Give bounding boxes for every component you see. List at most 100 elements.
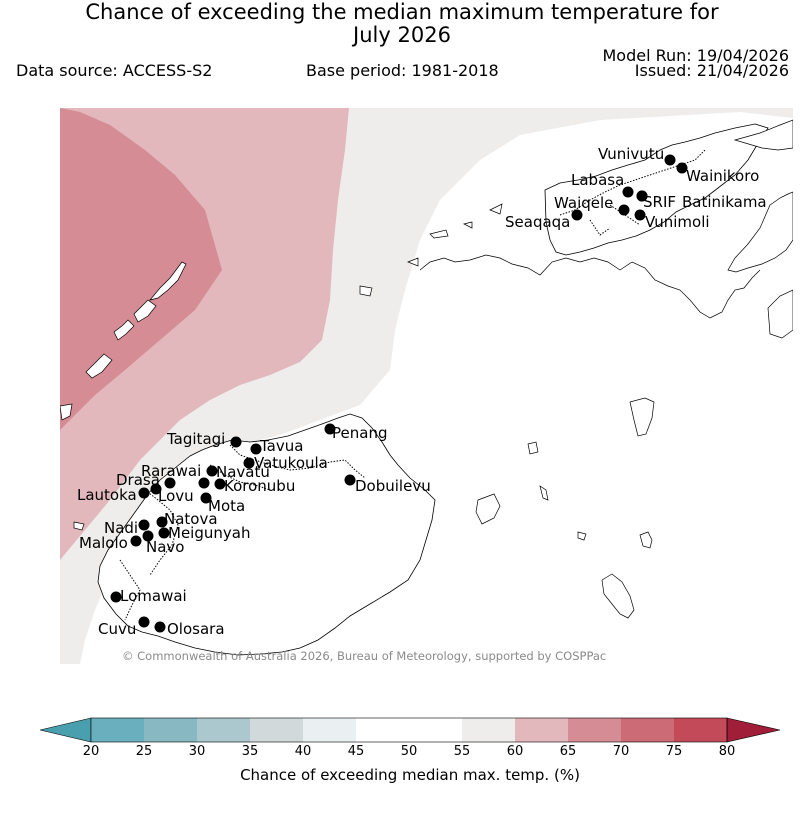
copyright-notice: © Commonwealth of Australia 2026, Bureau… — [122, 649, 607, 663]
colorbar-swatch-70_75 — [621, 718, 674, 742]
colorbar-tick-45: 45 — [347, 744, 365, 759]
station-marker-batinikama — [636, 190, 648, 202]
map-frame — [60, 108, 793, 664]
small-island-c — [577, 531, 587, 541]
probability-band-65-70 — [60, 108, 222, 430]
colorbar-swatch-55_60 — [462, 718, 515, 742]
colorbar-tick-55: 55 — [453, 744, 471, 759]
station-label-drasa: Drasa — [116, 471, 160, 489]
station-label-lovu: Lovu — [158, 487, 194, 505]
northern-islets — [407, 203, 503, 267]
data-source: Data source: ACCESS-S2 — [16, 61, 213, 80]
station-marker-nadi — [138, 519, 150, 531]
station-label-batinikama: Batinikama — [682, 193, 767, 211]
station-marker-lautoka — [138, 487, 150, 499]
station-label-srif: SRIF — [643, 193, 676, 211]
station-label-navo: Navo — [146, 538, 184, 556]
station-marker-penang — [324, 423, 336, 435]
station-marker-natova — [156, 516, 168, 528]
station-label-tagitagi: Tagitagi — [166, 430, 225, 448]
station-marker-tagitagi — [230, 436, 242, 448]
mamanuca-islands — [73, 521, 85, 531]
station-label-rarawai: Rarawai — [141, 462, 201, 480]
colorbar-tick-50: 50 — [400, 744, 418, 759]
yasawa-chain-4 — [85, 353, 113, 379]
map-title-line1: Chance of exceeding the median maximum t… — [85, 0, 719, 24]
station-label-seaqaqa: Seaqaqa — [505, 213, 570, 231]
colorbar-tick-75: 75 — [665, 744, 683, 759]
station-label-lautoka: Lautoka — [77, 486, 137, 504]
station-marker-rarawai — [206, 465, 218, 477]
colorbar-swatch-60_65 — [515, 718, 568, 742]
colorbar-swatch-35_40 — [250, 718, 303, 742]
colorbar-over-arrow — [726, 717, 781, 743]
station-marker-koronubu — [214, 478, 226, 490]
station-label-navatu: Navatu — [216, 463, 270, 481]
station-marker-waiqele — [618, 204, 630, 216]
colorbar-swatch-30_35 — [197, 718, 250, 742]
vanua-levu-southwest — [419, 254, 761, 319]
vanua-levu-coastline — [544, 123, 769, 256]
station-marker-seaqaqa — [571, 209, 583, 221]
small-island-b — [539, 485, 549, 501]
station-label-olosara: Olosara — [167, 620, 225, 638]
station-marker-wainikoro — [676, 162, 688, 174]
yasawa-chain — [149, 261, 187, 301]
station-label-dobuilevu: Dobuilevu — [355, 477, 431, 495]
station-label-vunivutu: Vunivutu — [598, 145, 664, 163]
yasawa-chain-5 — [60, 403, 73, 421]
colorbar-swatch-65_70 — [568, 718, 621, 742]
colorbar-tick-40: 40 — [294, 744, 312, 759]
colorbar-tick-35: 35 — [241, 744, 259, 759]
colorbar-swatch-75_80 — [674, 718, 727, 742]
colorbar-tick-70: 70 — [612, 744, 630, 759]
station-marker-vunimoli — [634, 209, 646, 221]
province-boundary-viti-levu — [119, 444, 366, 621]
colorbar-swatch-25_30 — [144, 718, 197, 742]
colorbar-tick-60: 60 — [506, 744, 524, 759]
kadavu-island — [601, 573, 635, 619]
colorbar-swatch-50_55 — [409, 718, 462, 742]
colorbar-tick-80: 80 — [718, 744, 736, 759]
station-marker-navatu — [198, 477, 210, 489]
map-title-line2: July 2026 — [353, 23, 451, 47]
station-label-vunimoli: Vunimoli — [645, 213, 710, 231]
station-label-meigunyah: Meigunyah — [168, 524, 250, 542]
station-marker-lovu — [150, 483, 162, 495]
station-marker-navo — [142, 530, 154, 542]
station-label-labasa: Labasa — [571, 171, 624, 189]
small-island-d — [359, 285, 373, 297]
station-marker-olosara — [154, 621, 166, 633]
colorbar-label: Chance of exceeding median max. temp. (%… — [240, 766, 580, 784]
station-marker-tavua — [250, 443, 262, 455]
issued-date: Issued: 21/04/2026 — [634, 61, 789, 80]
station-marker-meigunyah — [158, 527, 170, 539]
yasawa-chain-2 — [133, 299, 157, 323]
colorbar-swatch-45_50 — [356, 718, 409, 742]
small-island-a — [527, 441, 539, 455]
base-period: Base period: 1981-2018 — [306, 61, 499, 80]
station-label-lomawai: Lomawai — [120, 587, 187, 605]
eastern-island — [767, 289, 793, 339]
station-label-wainikoro: Wainikoro — [686, 167, 759, 185]
colorbar-tick-20: 20 — [82, 744, 100, 759]
station-marker-labasa — [622, 186, 634, 198]
station-label-nadi: Nadi — [104, 519, 138, 537]
colorbar-swatch-20_25 — [91, 718, 144, 742]
colorbar-tick-65: 65 — [559, 744, 577, 759]
station-marker-vunivutu — [664, 154, 676, 166]
station-marker-cuvu — [138, 616, 150, 628]
station-marker-lomawai — [110, 591, 122, 603]
colorbar-under-arrow — [39, 717, 92, 743]
station-label-mota: Mota — [208, 497, 245, 515]
colorbar-tick-30: 30 — [188, 744, 206, 759]
station-marker-malolo — [130, 535, 142, 547]
colorbar-outline — [90, 717, 728, 743]
colorbar — [39, 717, 781, 743]
station-label-vatukoula: Vatukoula — [254, 454, 328, 472]
yasawa-chain-3 — [113, 319, 135, 341]
station-marker-vatukoula — [243, 457, 255, 469]
ovalau-island — [629, 397, 655, 437]
model-run: Model Run: 19/04/2026 — [602, 46, 790, 65]
